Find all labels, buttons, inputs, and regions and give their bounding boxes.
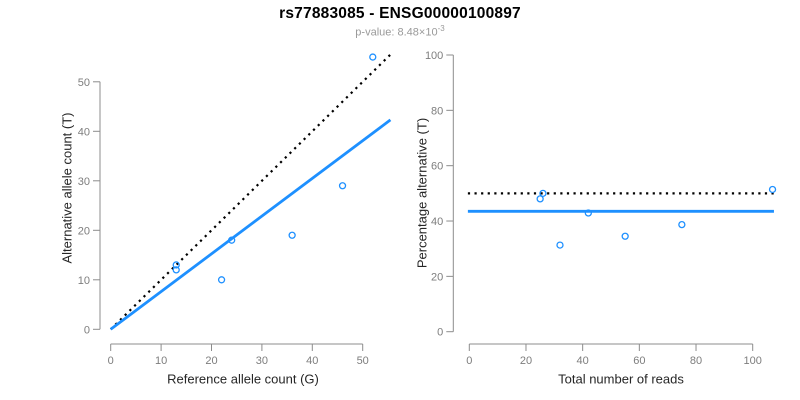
data-point [288, 231, 296, 239]
identity-line [109, 53, 392, 331]
data-point [556, 241, 564, 249]
figure-title: rs77883085 - ENSG00000100897 [279, 5, 521, 22]
x-tick-label: 30 [256, 355, 268, 367]
data-point [536, 195, 544, 203]
data-point [369, 53, 377, 61]
x-tick-label: 0 [108, 355, 114, 367]
y-tick-label: 40 [431, 216, 443, 228]
y-tick-label: 0 [84, 324, 90, 336]
x-tick-label: 80 [690, 355, 702, 367]
x-tick-label: 50 [357, 355, 369, 367]
data-point [172, 261, 180, 269]
figure-subtitle: p-value: 8.48×10-3 [0, 24, 800, 39]
data-point [768, 185, 777, 194]
x-tick-label: 0 [466, 355, 472, 367]
right-yaxis-title: Percentage alternative (T) [414, 117, 430, 269]
y-tick-label: 10 [78, 275, 90, 287]
data-point [539, 189, 547, 198]
x-tick-label: 40 [306, 355, 318, 367]
y-tick-label: 50 [78, 77, 90, 89]
y-tick-label: 40 [78, 126, 90, 138]
x-tick-label: 40 [577, 355, 589, 367]
fit-line [109, 118, 392, 331]
x-tick-label: 60 [633, 355, 645, 367]
y-tick-label: 0 [437, 327, 443, 339]
data-point [621, 232, 629, 240]
y-tick-label: 80 [431, 105, 443, 117]
data-point [584, 209, 592, 217]
y-tick-label: 30 [78, 176, 90, 188]
right-xaxis-title: Total number of reads [558, 371, 684, 387]
x-tick-label: 20 [205, 355, 217, 367]
p-value-label: p-value: 8.48×10 [355, 26, 438, 39]
left-yaxis-title: Alternative allele count (T) [59, 112, 75, 264]
x-tick-label: 10 [155, 355, 167, 367]
x-tick-label: 20 [520, 355, 532, 367]
y-tick-label: 100 [425, 50, 443, 62]
y-tick-label: 20 [431, 271, 443, 283]
y-tick-label: 60 [431, 161, 443, 173]
y-tick-label: 20 [78, 225, 90, 237]
data-point [678, 220, 686, 229]
data-point [217, 276, 226, 284]
data-point [172, 266, 180, 274]
p-value-exponent: -3 [437, 24, 445, 33]
data-point [228, 236, 236, 244]
x-tick-label: 100 [744, 355, 762, 367]
left-xaxis-title: Reference allele count (G) [167, 371, 319, 387]
data-point [338, 182, 347, 190]
